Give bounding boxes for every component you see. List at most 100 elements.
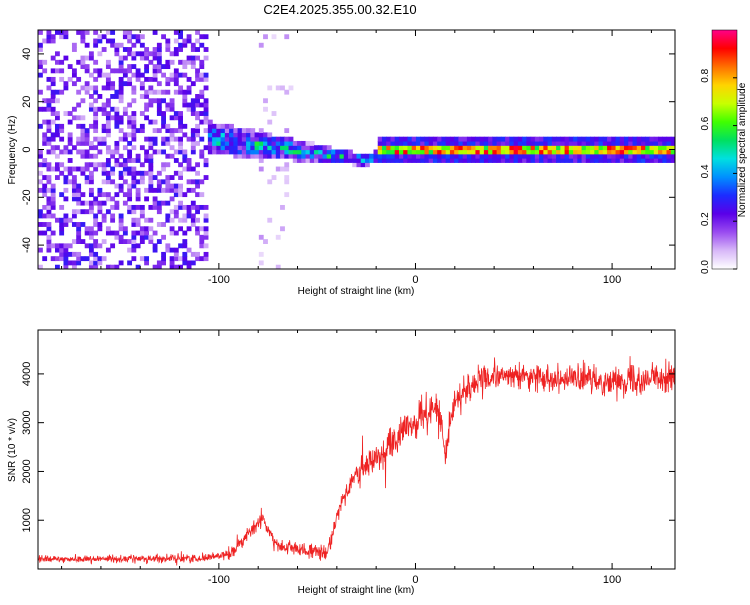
spectrogram-cell — [199, 42, 205, 48]
spectrogram-cell — [377, 149, 383, 155]
spectrogram-cell — [471, 149, 477, 155]
spectrogram-cell — [139, 85, 145, 91]
spectrogram-cell — [420, 149, 426, 155]
spectrogram-cell — [101, 239, 107, 244]
spectrogram-cell — [54, 59, 60, 65]
spectrogram-cell — [458, 158, 464, 163]
spectrogram-cell — [203, 162, 209, 168]
spectrogram-cell — [220, 132, 226, 138]
spectrogram-cell — [63, 222, 69, 227]
spectrogram-cell — [93, 239, 99, 244]
spectrogram-cell — [93, 213, 99, 219]
spectrogram-cell — [148, 119, 154, 125]
spectrogram-cell — [619, 145, 625, 151]
spectrogram-cell — [118, 76, 124, 82]
x-tick-label: 0 — [412, 274, 418, 286]
spectrogram-cell — [547, 149, 553, 155]
spectrogram-cell — [271, 175, 277, 180]
spectrogram-cell — [67, 132, 73, 138]
spectrogram-cell — [169, 106, 175, 112]
spectrogram-cell — [178, 170, 183, 176]
spectrogram-cell — [93, 243, 99, 249]
spectrogram-cell — [284, 162, 290, 168]
spectrogram-cell — [420, 136, 426, 142]
spectrogram-cell — [156, 106, 162, 112]
spectrogram-cell — [122, 145, 128, 151]
spectrogram-cell — [152, 98, 158, 104]
spectrogram-cell — [156, 89, 162, 95]
spectrogram-cell — [131, 239, 137, 244]
spectrogram-cell — [84, 30, 90, 35]
spectrogram-cell — [80, 256, 86, 262]
colorbar — [711, 29, 738, 270]
spectrogram-cell — [526, 140, 532, 146]
spectrogram-cell — [161, 234, 166, 240]
spectrogram-cell — [471, 140, 477, 146]
spectrogram-cell — [624, 153, 629, 159]
spectrogram-cell — [233, 132, 239, 138]
spectrogram-cell — [156, 170, 162, 176]
spectrogram-cell — [407, 149, 413, 155]
spectrogram-cell — [479, 149, 485, 155]
spectrogram-cell — [411, 153, 417, 159]
spectrogram-cell — [144, 170, 150, 176]
spectrogram-cell — [377, 136, 383, 142]
spectrogram-cell — [513, 153, 519, 159]
spectrogram-cell — [169, 217, 175, 223]
spectrogram-cell — [148, 187, 154, 193]
spectrogram-cell — [84, 132, 90, 138]
spectrogram-cell — [139, 170, 145, 176]
spectrogram-cell — [517, 145, 523, 151]
spectrogram-cell — [539, 158, 544, 163]
spectrogram-cell — [216, 132, 222, 138]
spectrogram-cell — [110, 30, 116, 35]
spectrogram-cell — [46, 30, 52, 35]
spectrogram-cell — [105, 102, 111, 108]
spectrogram-cell — [445, 149, 451, 155]
spectrogram-cell — [216, 128, 222, 134]
spectrogram-cell — [122, 226, 128, 232]
spectrogram-cell — [169, 102, 175, 108]
spectrogram-cell — [38, 209, 43, 215]
spectrogram-cell — [466, 145, 472, 151]
spectrogram-cell — [479, 140, 485, 146]
spectrogram-cell — [46, 166, 52, 172]
spectrogram-cell — [632, 149, 638, 155]
spectrogram-cell — [224, 128, 230, 134]
spectrogram-cell — [505, 153, 510, 159]
spectrogram-cell — [131, 243, 137, 249]
spectrogram-cell — [93, 145, 99, 151]
spectrogram-cell — [71, 260, 77, 266]
spectrogram-cell — [139, 162, 145, 168]
spectrogram-cell — [649, 140, 655, 146]
spectrogram-cell — [165, 243, 171, 249]
y-tick-label: 20 — [21, 96, 33, 108]
spectrogram-cell — [186, 264, 192, 269]
spectrogram-cell — [199, 234, 205, 240]
spectrogram-cell — [135, 179, 141, 185]
spectrogram-cell — [309, 149, 315, 155]
spectrogram-cell — [258, 136, 264, 142]
spectrogram-cell — [173, 187, 179, 193]
spectrogram-cell — [288, 140, 294, 146]
spectrogram-cell — [556, 153, 561, 159]
spectrogram-cell — [118, 187, 124, 193]
spectrogram-cell — [50, 38, 56, 44]
spectrogram-cell — [229, 140, 234, 146]
spectrogram-cell — [241, 153, 247, 159]
spectrogram-cell — [263, 106, 268, 112]
spectrogram-cell — [42, 106, 48, 112]
spectrogram-cell — [186, 247, 192, 253]
spectrogram-cell — [339, 158, 345, 163]
spectrogram-cell — [522, 153, 527, 159]
spectrogram-cell — [178, 123, 183, 129]
spectrogram-cell — [182, 192, 188, 198]
spectrogram-cell — [203, 34, 209, 40]
spectrogram-cell — [182, 217, 188, 223]
spectrogram-cell — [364, 158, 370, 163]
spectrogram-cell — [127, 132, 133, 138]
spectrogram-cell — [42, 38, 48, 44]
spectrogram-cell — [190, 166, 196, 172]
spectrogram-cell — [237, 145, 243, 151]
spectrogram-cell — [178, 42, 183, 48]
